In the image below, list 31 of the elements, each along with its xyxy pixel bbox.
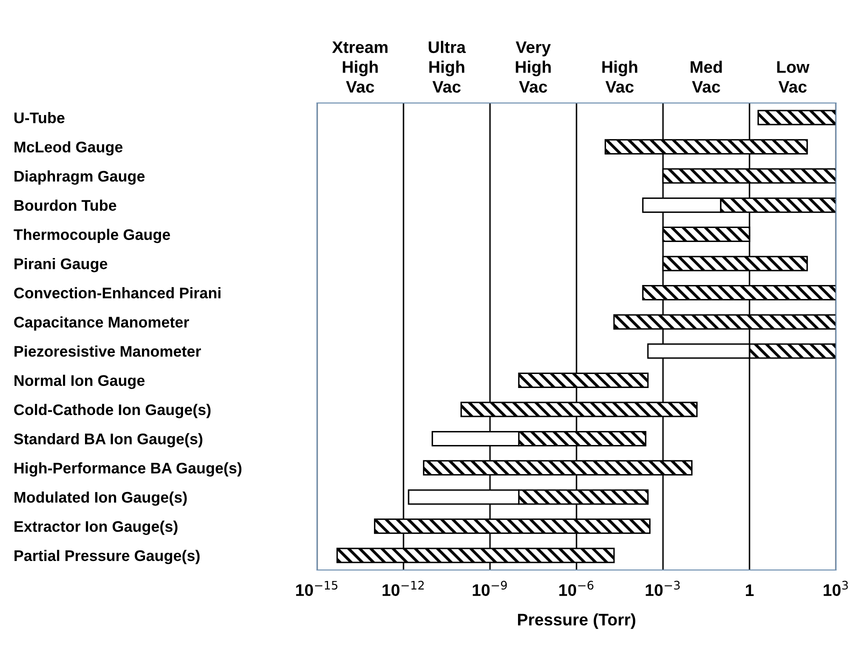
- x-tick-label: 10$^{−9}$: [472, 580, 507, 596]
- y-tick-label: Normal Ion Gauge: [14, 374, 145, 390]
- y-tick-label: Modulated Ion Gauge(s): [14, 491, 187, 506]
- y-tick-label: U-Tube: [14, 112, 64, 124]
- bar: [757, 110, 836, 126]
- text: Med Vac: [690, 60, 722, 93]
- y-tick-label: Pirani Gauge: [14, 258, 108, 272]
- y-tick-label: Cold-Cathode Ion Gauge(s): [14, 404, 211, 418]
- y-tick-label: Piezoresistive Manometer: [14, 346, 201, 357]
- text: High Vac: [602, 60, 638, 93]
- x-tick-label: 1: [746, 584, 754, 596]
- text: Ultra High Vac: [428, 40, 466, 93]
- y-tick-label: Standard BA Ion Gauge(s): [14, 433, 202, 448]
- y-tick-label: Extractor Ion Gauge(s): [14, 520, 178, 535]
- y-tick-label: Diaphragm Gauge: [14, 170, 145, 185]
- x-tick-label: 10$^{−6}$: [559, 580, 594, 596]
- y-tick-label: Bourdon Tube: [14, 200, 116, 211]
- y-tick-label: McLeod Gauge: [14, 141, 123, 156]
- x-tick-label: 10$^{−12}$: [382, 580, 424, 596]
- y-tick-label: Convection-Enhanced Pirani: [14, 287, 220, 298]
- y-tick-label: High-Performance BA Gauge(s): [14, 462, 242, 477]
- text: Low Vac: [777, 61, 810, 93]
- x-tick-label: 10$^{−3}$: [646, 580, 680, 596]
- y-tick-label: Capacitance Manometer: [14, 316, 190, 331]
- y-tick-label: Thermocouple Gauge: [14, 228, 170, 244]
- y-tick-label: Partial Pressure Gauge(s): [14, 550, 200, 564]
- x-tick-label: 10$^{3}$: [824, 580, 848, 596]
- x-tick-label: 10$^{−15}$: [296, 580, 338, 596]
- text: Xtream High Vac: [332, 41, 388, 93]
- text: Very High Vac: [516, 41, 551, 93]
- x-axis-title: Pressure (Torr): [518, 613, 636, 629]
